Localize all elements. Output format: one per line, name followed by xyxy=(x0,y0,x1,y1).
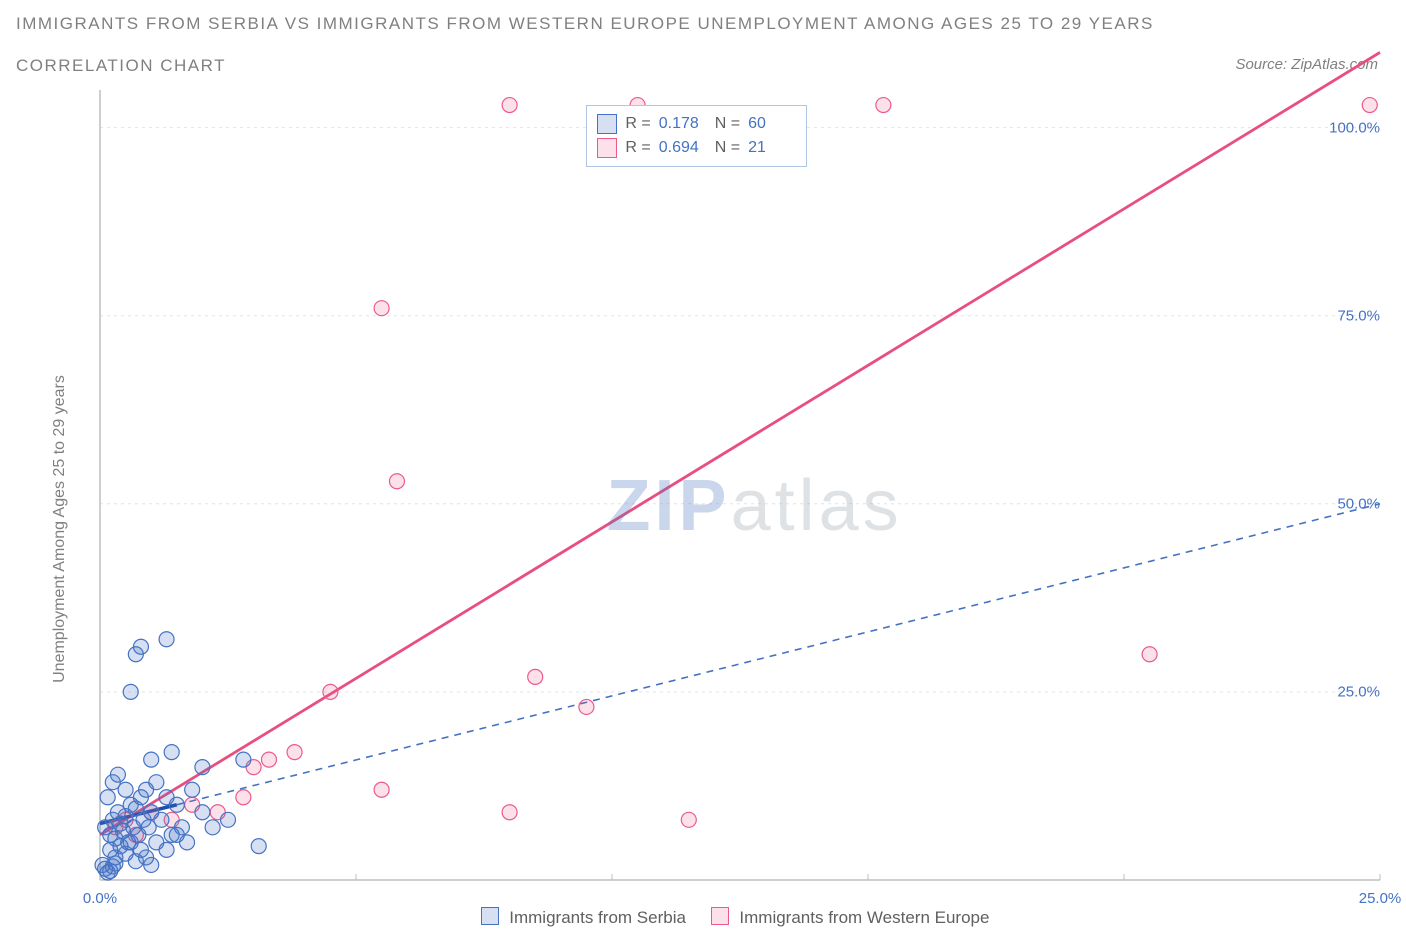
stat-value: 0.694 xyxy=(659,136,707,160)
stat-value: 0.178 xyxy=(659,112,707,136)
legend-swatch-blue xyxy=(481,907,499,925)
bottom-legend: Immigrants from Serbia Immigrants from W… xyxy=(60,907,1390,928)
x-tick-label: 25.0% xyxy=(1359,890,1402,907)
page-title-line2: CORRELATION CHART xyxy=(16,56,226,76)
stat-label: R = xyxy=(625,112,650,136)
stat-label: N = xyxy=(715,136,740,160)
x-tick-label: 0.0% xyxy=(83,890,117,907)
stats-legend-box: R = 0.178 N = 60 R = 0.694 N = 21 xyxy=(586,105,807,167)
correlation-chart: Unemployment Among Ages 25 to 29 years Z… xyxy=(60,90,1390,930)
stat-value: 21 xyxy=(748,136,796,160)
y-tick-label: 25.0% xyxy=(1337,683,1380,700)
y-tick-label: 75.0% xyxy=(1337,307,1380,324)
stats-row: R = 0.694 N = 21 xyxy=(597,136,796,160)
legend-label-blue: Immigrants from Serbia xyxy=(509,908,686,927)
pink-swatch-icon xyxy=(597,138,617,158)
y-tick-label: 50.0% xyxy=(1337,495,1380,512)
legend-label-pink: Immigrants from Western Europe xyxy=(739,908,989,927)
page-title-line1: IMMIGRANTS FROM SERBIA VS IMMIGRANTS FRO… xyxy=(16,14,1154,34)
y-tick-label: 100.0% xyxy=(1329,119,1380,136)
source-caption: Source: ZipAtlas.com xyxy=(1235,56,1378,73)
stat-label: N = xyxy=(715,112,740,136)
stat-value: 60 xyxy=(748,112,796,136)
legend-swatch-pink xyxy=(711,907,729,925)
stat-label: R = xyxy=(625,136,650,160)
stats-row: R = 0.178 N = 60 xyxy=(597,112,796,136)
blue-swatch-icon xyxy=(597,114,617,134)
y-axis-label: Unemployment Among Ages 25 to 29 years xyxy=(51,375,69,683)
plot-area xyxy=(100,90,1380,880)
